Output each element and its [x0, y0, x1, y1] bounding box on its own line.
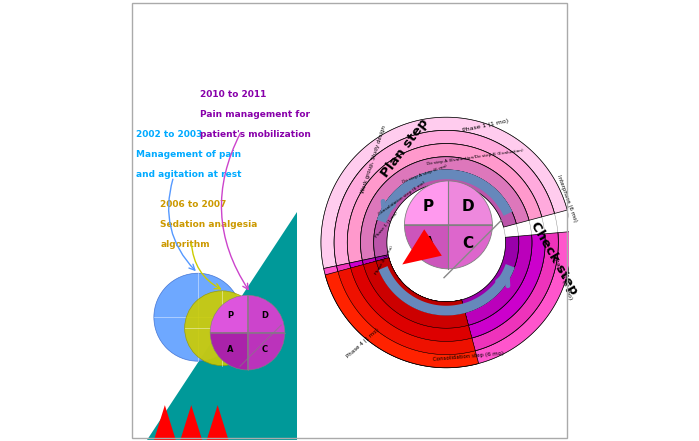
Text: Do step A (Evaluation/Do step B (Evaluation): Do step A (Evaluation/Do step B (Evaluat… [426, 148, 524, 165]
Circle shape [185, 291, 259, 366]
Polygon shape [402, 229, 442, 265]
Text: Plan step: Plan step [378, 116, 431, 180]
Text: patient's mobilization: patient's mobilization [200, 130, 311, 139]
Polygon shape [324, 232, 572, 368]
Text: algorithm: algorithm [161, 240, 210, 249]
Polygon shape [361, 157, 529, 260]
Text: Sedation analgesia: Sedation analgesia [161, 220, 258, 229]
Polygon shape [325, 258, 479, 368]
Polygon shape [334, 131, 554, 266]
Polygon shape [180, 405, 202, 440]
Text: Pain management for: Pain management for [200, 110, 310, 119]
Polygon shape [154, 405, 176, 440]
Polygon shape [374, 170, 517, 258]
Polygon shape [347, 144, 542, 263]
Text: Phase 1 (1 mo): Phase 1 (1 mo) [375, 211, 399, 239]
Text: Check step: Check step [528, 219, 580, 297]
Text: D: D [261, 311, 268, 320]
Wedge shape [405, 225, 449, 269]
Text: and agitation at rest: and agitation at rest [136, 169, 242, 179]
Text: P: P [228, 311, 233, 320]
Circle shape [154, 273, 242, 361]
Wedge shape [405, 181, 449, 225]
Text: D: D [462, 199, 475, 214]
Wedge shape [449, 181, 492, 225]
Text: A: A [227, 345, 234, 354]
Text: 2002 to 2003: 2002 to 2003 [136, 130, 203, 139]
Text: Phase 4 (1 mo): Phase 4 (1 mo) [375, 245, 395, 275]
Text: Do step A step (6 mo): Do step A step (6 mo) [401, 164, 447, 184]
Text: C: C [463, 236, 474, 251]
Text: Phase 2 (1 mo): Phase 2 (1 mo) [552, 254, 573, 301]
Polygon shape [207, 405, 229, 440]
Polygon shape [336, 233, 559, 355]
Wedge shape [247, 295, 285, 333]
Text: 2006 to 2007: 2006 to 2007 [161, 200, 227, 209]
Polygon shape [147, 212, 297, 440]
Text: Consolidation step (6 mo): Consolidation step (6 mo) [378, 181, 426, 216]
Text: Management of pain: Management of pain [136, 150, 241, 159]
Polygon shape [375, 236, 519, 315]
Text: Interphase (6 mo): Interphase (6 mo) [556, 174, 578, 223]
Polygon shape [351, 258, 472, 341]
Text: Phase 4 (1 mo): Phase 4 (1 mo) [345, 328, 380, 359]
Wedge shape [247, 333, 285, 370]
Wedge shape [210, 333, 247, 370]
Text: Consolidation step (6 mo): Consolidation step (6 mo) [433, 351, 504, 363]
Wedge shape [449, 225, 492, 269]
Text: C: C [261, 345, 268, 354]
Polygon shape [350, 234, 545, 341]
Polygon shape [362, 235, 532, 328]
Polygon shape [321, 117, 567, 269]
Text: P: P [423, 199, 434, 214]
Polygon shape [338, 258, 475, 355]
Text: Work group, Study design: Work group, Study design [360, 124, 387, 194]
Wedge shape [210, 295, 247, 333]
Polygon shape [376, 258, 465, 315]
Text: A: A [423, 236, 435, 251]
Polygon shape [363, 258, 468, 328]
Text: Phase 1 (1 mo): Phase 1 (1 mo) [462, 119, 510, 133]
Text: 2010 to 2011: 2010 to 2011 [200, 90, 266, 99]
